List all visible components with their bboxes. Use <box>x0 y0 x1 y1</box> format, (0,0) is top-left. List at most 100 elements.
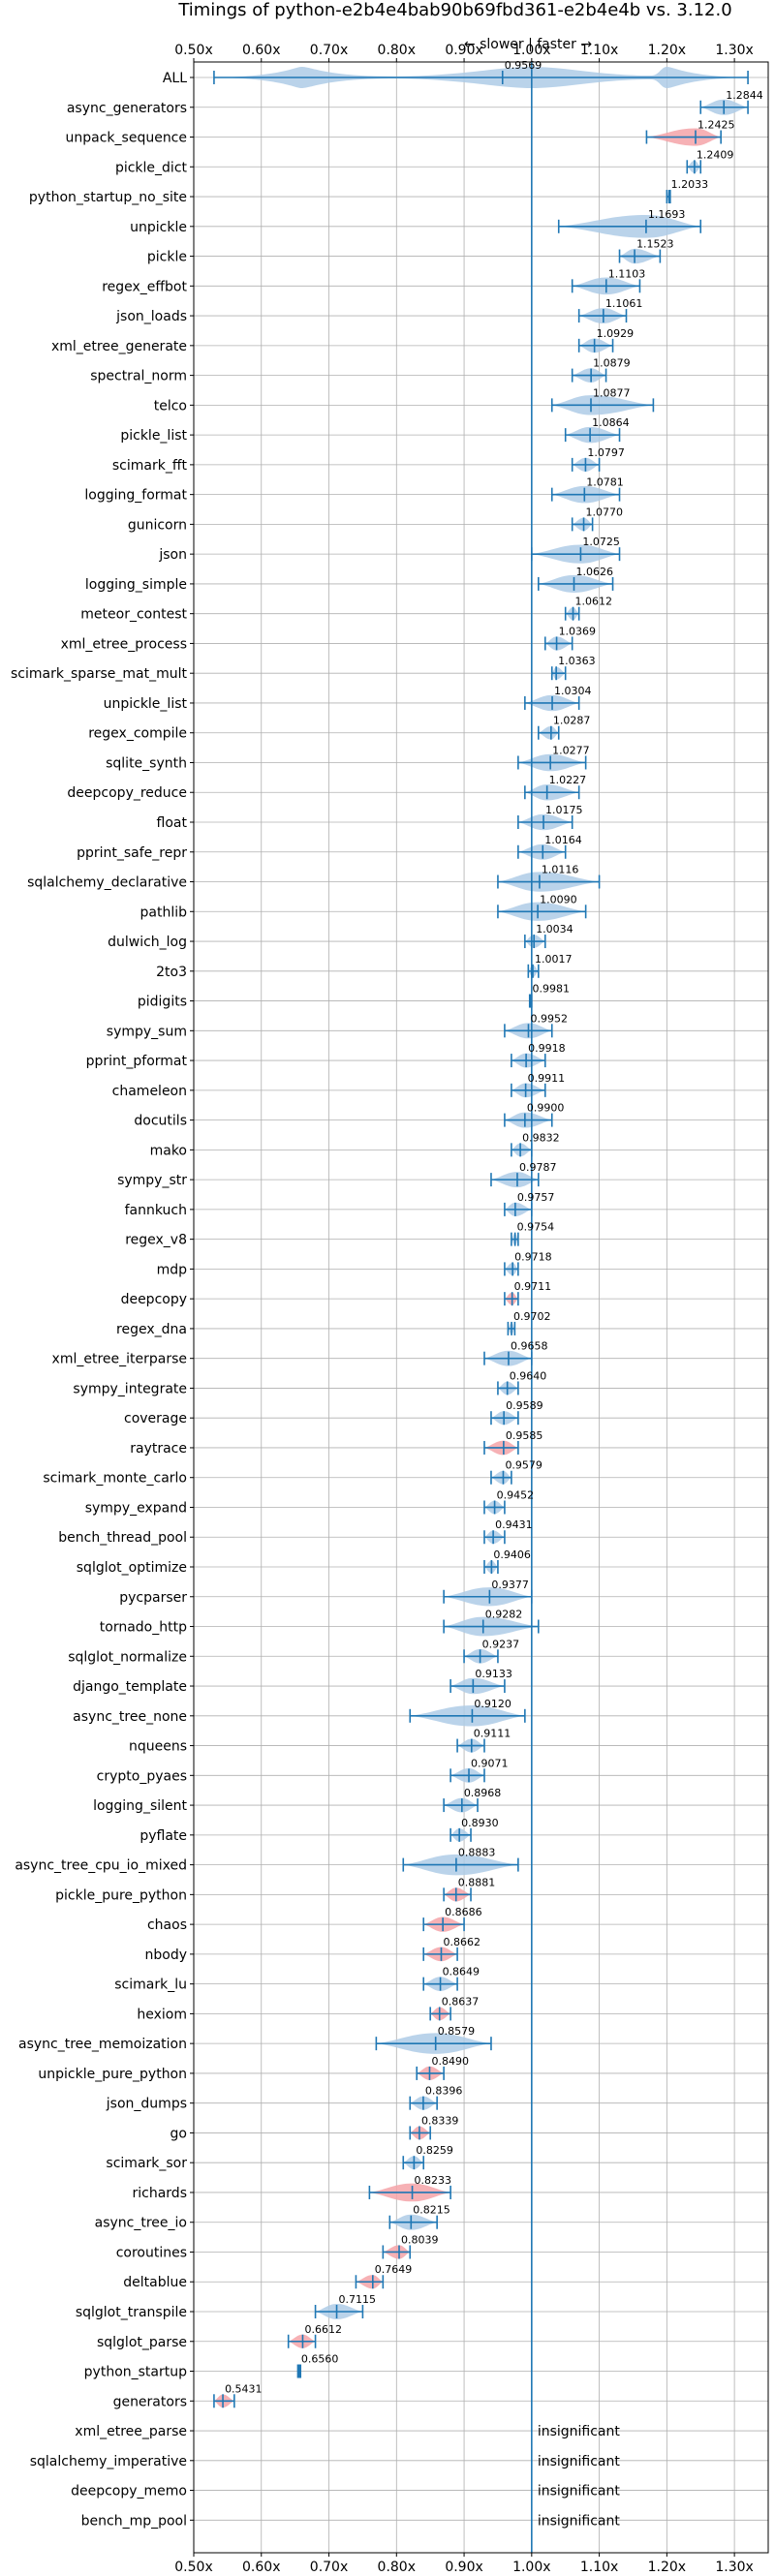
tick-label-top: 0.70x <box>310 43 348 58</box>
value-label: 0.8396 <box>425 2085 463 2098</box>
category-label: json_dumps <box>106 2097 187 2112</box>
tick-label-top: 0.60x <box>242 43 280 58</box>
value-label: 1.0090 <box>540 893 577 905</box>
category-label: chameleon <box>112 1084 187 1099</box>
tick-label-bottom: 1.10x <box>580 2560 618 2575</box>
value-label: 1.0929 <box>597 327 635 340</box>
value-label: 0.8881 <box>458 1876 496 1888</box>
category-label: sympy_integrate <box>73 1381 187 1396</box>
category-label: async_generators <box>67 101 187 116</box>
value-label: 0.8930 <box>461 1817 499 1829</box>
value-label: 1.0725 <box>582 536 620 548</box>
category-label: crypto_pyaes <box>97 1768 187 1784</box>
value-label: 0.9377 <box>491 1579 529 1591</box>
value-label: 0.8259 <box>416 2144 453 2157</box>
value-label: 0.9452 <box>497 1488 535 1501</box>
value-label: 0.9900 <box>527 1102 565 1115</box>
category-label: regex_effbot <box>102 279 187 294</box>
tick-label-top: 0.50x <box>174 43 212 58</box>
tick-label-bottom: 1.00x <box>512 2560 550 2575</box>
category-label: pyflate <box>140 1828 187 1844</box>
value-label: 1.2409 <box>697 148 734 161</box>
category-label: unpack_sequence <box>66 131 187 146</box>
category-label: pickle_list <box>120 428 187 444</box>
category-label: regex_dna <box>116 1322 187 1337</box>
value-label: 1.0797 <box>587 446 625 459</box>
category-label: xml_etree_iterparse <box>52 1352 187 1367</box>
category-label: pickle <box>147 250 187 265</box>
category-label: bench_thread_pool <box>58 1530 187 1546</box>
value-label: 0.8649 <box>443 1966 480 1978</box>
value-label: 0.8637 <box>442 1995 480 2008</box>
value-label: 0.6612 <box>304 2323 342 2336</box>
value-label: 0.9711 <box>514 1280 552 1293</box>
value-label: 1.0017 <box>535 953 573 966</box>
value-label: 0.8883 <box>458 1847 496 1859</box>
value-label: 0.7115 <box>339 2293 377 2306</box>
value-label: 0.8039 <box>401 2233 439 2246</box>
tick-label-bottom: 1.20x <box>648 2560 686 2575</box>
value-label: 0.8490 <box>431 2055 469 2068</box>
category-label: go <box>170 2126 187 2141</box>
tick-label-top: 0.90x <box>445 43 482 58</box>
category-label: bench_mp_pool <box>81 2513 187 2529</box>
value-label: 0.9952 <box>530 1012 568 1025</box>
category-label: sqlite_synth <box>106 755 187 771</box>
category-label: mdp <box>157 1262 188 1277</box>
category-label: logging_silent <box>93 1798 187 1814</box>
value-label: 0.9911 <box>528 1072 566 1085</box>
value-label: 1.0369 <box>559 625 597 637</box>
value-label: 0.8579 <box>438 2025 476 2038</box>
value-label: 0.8662 <box>443 1936 480 1948</box>
value-label: 0.9120 <box>474 1698 512 1710</box>
category-label: float <box>157 815 188 831</box>
value-label: 0.9832 <box>522 1131 560 1144</box>
tick-label-top: 0.80x <box>378 43 416 58</box>
category-label: regex_compile <box>88 726 187 742</box>
value-label: 0.9569 <box>505 59 542 72</box>
category-label: fannkuch <box>125 1203 187 1218</box>
category-label: logging_simple <box>85 577 187 593</box>
category-label: deepcopy <box>121 1292 187 1307</box>
category-label: dulwich_log <box>108 935 187 950</box>
value-label: 0.8968 <box>464 1787 502 1799</box>
category-label: sqlalchemy_declarative <box>27 875 187 891</box>
value-label: 0.9918 <box>528 1042 566 1055</box>
tick-label-top: 1.10x <box>580 43 618 58</box>
value-label: 1.1103 <box>608 267 646 280</box>
category-label: async_tree_memoization <box>18 2037 187 2052</box>
value-label: 0.9754 <box>517 1221 555 1234</box>
category-label: async_tree_cpu_io_mixed <box>15 1858 187 1874</box>
value-label: 0.9406 <box>493 1549 531 1561</box>
value-label: 0.9640 <box>510 1369 547 1382</box>
value-label: 0.9579 <box>505 1459 542 1472</box>
insignificant-label: insignificant <box>538 2484 621 2499</box>
category-label: deepcopy_reduce <box>67 785 187 801</box>
value-label: 0.9585 <box>506 1429 543 1442</box>
category-label: generators <box>113 2394 187 2409</box>
category-label: coverage <box>124 1411 187 1426</box>
value-label: 0.9787 <box>519 1161 557 1174</box>
category-label: xml_etree_generate <box>51 339 187 354</box>
tick-label-bottom: 0.80x <box>378 2560 416 2575</box>
category-label: scimark_fft <box>112 458 188 474</box>
category-label: pidigits <box>138 995 187 1010</box>
value-label: 1.0612 <box>575 596 613 608</box>
category-label: xml_etree_parse <box>75 2424 187 2439</box>
tick-label-bottom: 0.70x <box>310 2560 348 2575</box>
category-labels-layer: ALL async_generators unpack_sequencepickle… <box>11 71 187 2529</box>
value-labels-layer: 0.9569 1.2844 1.2425 1.2409 1.2033 1.1693 1.15… <box>225 59 763 2529</box>
value-label: 0.9133 <box>475 1668 512 1680</box>
category-label: hexiom <box>137 2007 187 2022</box>
value-label: 0.9237 <box>482 1638 519 1650</box>
value-label: 0.9071 <box>471 1757 508 1769</box>
category-label: sympy_sum <box>107 1024 187 1039</box>
category-label: pickle_pure_python <box>55 1887 187 1903</box>
value-label: 0.8233 <box>415 2174 452 2187</box>
value-label: 1.0363 <box>558 655 596 667</box>
category-label: scimark_lu <box>114 1978 187 1993</box>
category-label: sqlglot_transpile <box>76 2305 187 2320</box>
category-label: regex_v8 <box>125 1233 187 1248</box>
tick-label-top: 1.20x <box>648 43 686 58</box>
